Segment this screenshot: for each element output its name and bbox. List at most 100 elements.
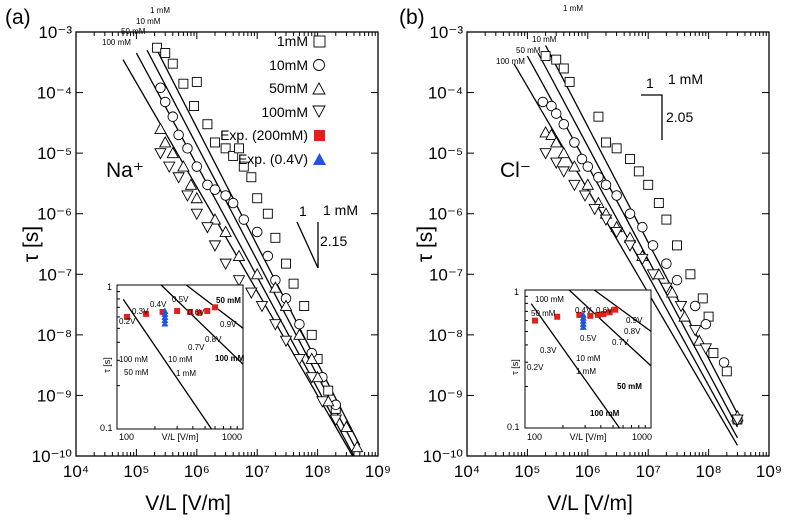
point-100mm — [731, 414, 744, 426]
point-100mm — [623, 240, 637, 252]
point-10mm — [173, 129, 184, 141]
y-tick-label: 10⁻³ — [429, 23, 463, 42]
point-100mm — [646, 269, 660, 281]
point-1mm — [685, 269, 696, 280]
point-10mm — [191, 161, 203, 172]
point-10mm — [689, 300, 701, 312]
panel-a: (a) 10⁴ 10⁵ 10⁶ 10⁷ 10⁸ 10⁹ 10⁻¹⁰ 10⁻⁹ 10⁻⁸ 10⁻⁷… — [5, 6, 391, 515]
point-50mm — [692, 334, 706, 346]
point-1mm — [246, 172, 257, 183]
inset-a-line-label-50: 50 mM — [216, 296, 241, 305]
legend-red-square — [314, 130, 325, 141]
inset-a-blue-label-3: 1 mM — [176, 369, 196, 378]
point-50mm — [219, 225, 232, 237]
point-50mm — [177, 160, 190, 172]
point-50mm — [549, 136, 563, 148]
point-10mm — [550, 108, 562, 119]
panel-a-x-ticks: 10⁴ 10⁵ 10⁶ 10⁷ 10⁸ 10⁹ — [63, 32, 391, 481]
point-1mm — [220, 143, 231, 154]
point-100mm — [293, 354, 306, 366]
inset-a-blue-label-0: 100 mM — [119, 355, 148, 364]
legend-exp-04v: Exp. (0.4V) — [238, 151, 308, 167]
point-50mm — [678, 310, 691, 322]
point-1mm — [191, 76, 202, 87]
point-1mm — [633, 166, 644, 177]
x-tick-label: 10⁴ — [63, 462, 89, 481]
legend-exp-200mm: Exp. (200mM) — [220, 127, 308, 143]
fit-label-b-1mm: 1 mM — [563, 4, 583, 13]
point-50mm — [232, 249, 246, 262]
legend-100mm: 100mM — [261, 104, 308, 120]
inset-a-red-label-2: 0.4V — [150, 300, 167, 309]
x-tick-label: 10⁷ — [245, 462, 270, 481]
inset-a-red-label-3: 0.5V — [172, 295, 189, 304]
inset-b-red-label-2: 0.4V — [575, 306, 592, 315]
fit-label-100mm: 100 mM — [102, 38, 131, 47]
point-50mm — [293, 328, 306, 340]
inset-b-x-left: 100 — [527, 432, 542, 442]
x-tick-label: 10⁵ — [514, 462, 540, 481]
inset-b-line-label-100: 100 mM — [590, 409, 620, 418]
point-100mm — [688, 325, 702, 337]
point-100mm — [172, 172, 185, 184]
point-100mm — [245, 287, 258, 299]
point-50mm — [158, 136, 172, 148]
inset-red-point — [531, 317, 538, 324]
point-1mm — [611, 143, 622, 154]
inset-red-point — [606, 309, 613, 316]
fit-label-b-100mm: 100 mM — [496, 57, 525, 66]
point-100mm — [660, 282, 673, 295]
inset-a-content — [117, 284, 244, 430]
inset-a-red-label-7: 0.9V — [220, 320, 237, 329]
point-10mm — [647, 240, 659, 251]
panel-a-slope-triangle: 1 2.15 1 mM — [296, 202, 358, 269]
y-tick-label: 10⁻⁵ — [428, 144, 463, 163]
point-50mm — [568, 160, 581, 172]
point-1mm — [306, 329, 317, 340]
y-tick-label: 10⁻³ — [38, 23, 72, 42]
point-100mm — [578, 190, 592, 202]
y-tick-label: 10⁻¹⁰ — [423, 447, 464, 466]
point-100mm — [279, 335, 293, 348]
inset-a-x-label: V/L [V/m] — [162, 432, 199, 442]
point-100mm — [568, 179, 581, 192]
point-100mm — [549, 157, 563, 169]
point-50mm — [190, 191, 204, 204]
point-10mm — [569, 137, 580, 148]
point-50mm — [350, 440, 364, 453]
point-1mm — [721, 366, 732, 377]
point-1mm — [210, 137, 220, 148]
x-tick-label: 10⁹ — [756, 462, 782, 481]
point-10mm — [611, 190, 622, 201]
point-50mm — [279, 299, 293, 311]
inset-a-red-label-6: 0.8V — [205, 335, 222, 344]
fit-line-100mm — [513, 63, 738, 446]
point-100mm — [190, 208, 204, 221]
panel-b-points — [537, 51, 744, 426]
inset-a-red-label-4: 0.6V — [188, 308, 205, 317]
point-10mm — [251, 226, 263, 238]
y-tick-label: 10⁻⁷ — [429, 265, 463, 284]
inset-blue-point — [579, 323, 587, 330]
ion-label-cl: Cl⁻ — [500, 159, 531, 182]
inset-b-blue-label-1: 50 mM — [531, 309, 556, 318]
point-100mm — [201, 222, 214, 234]
point-1mm — [189, 101, 199, 111]
inset-a-blue-label-1: 50 mM — [124, 368, 149, 377]
inset-a-y-top: 1 — [107, 282, 112, 292]
x-tick-label: 10⁹ — [365, 462, 391, 481]
point-10mm — [209, 184, 221, 195]
point-1mm — [288, 278, 299, 289]
panel-a-legend: 1mM 10mM 50mM 100mM Exp. (200mM) Exp. (0… — [220, 33, 326, 167]
point-10mm — [558, 118, 570, 130]
point-1mm — [299, 301, 310, 311]
y-tick-label: 10⁻⁶ — [428, 205, 463, 224]
point-1mm — [601, 137, 611, 148]
inset-guide-line — [160, 284, 244, 365]
point-100mm — [599, 214, 613, 227]
legend-blue-triangle — [313, 153, 326, 165]
inset-a-y-label: τ [s] — [102, 357, 112, 373]
point-50mm — [250, 267, 264, 280]
x-tick-label: 10⁶ — [184, 462, 210, 481]
inset-a-red-label-1: 0.3V — [132, 307, 149, 316]
